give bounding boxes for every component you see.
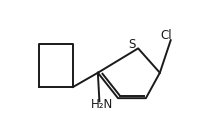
Text: S: S	[128, 38, 136, 51]
Text: Cl: Cl	[160, 29, 172, 42]
Text: H₂N: H₂N	[91, 98, 114, 111]
